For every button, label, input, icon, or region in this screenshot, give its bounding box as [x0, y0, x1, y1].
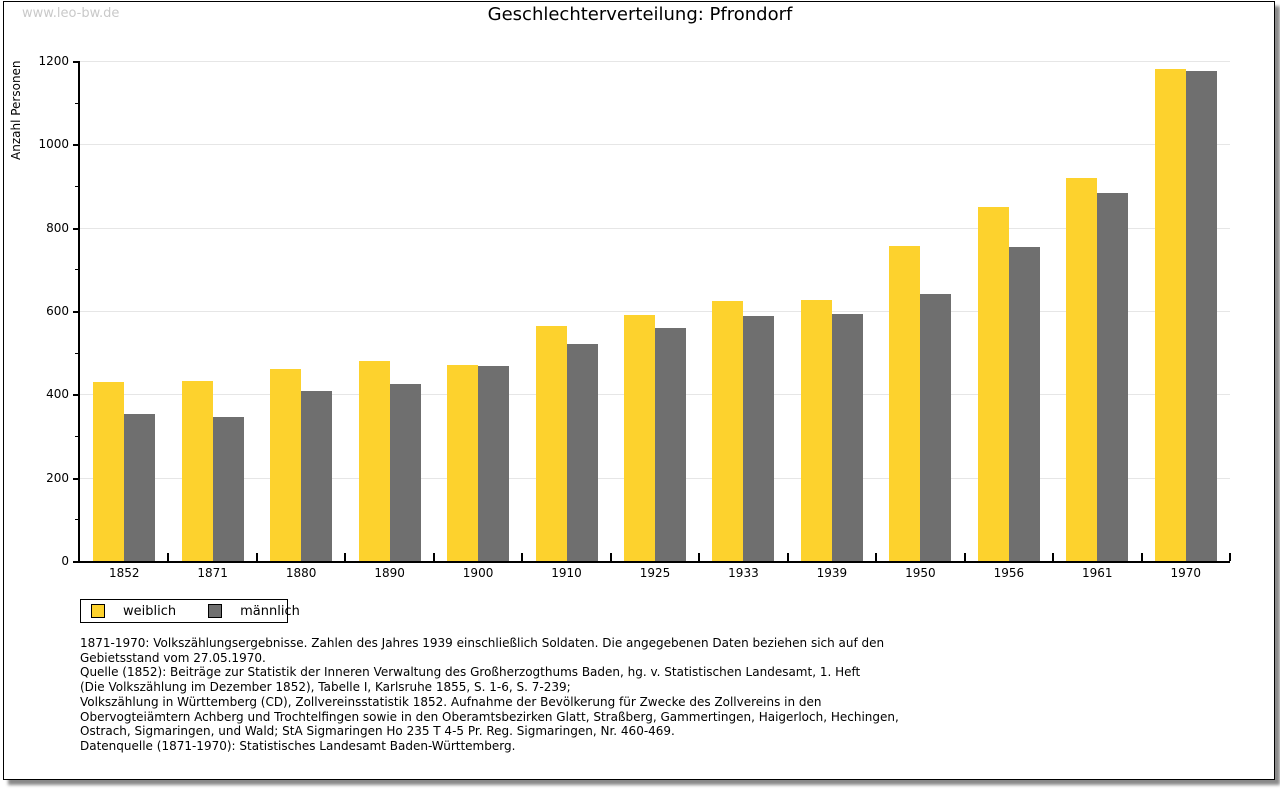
datasource-line: Datenquelle (1871-1970): Statistisches L…	[80, 739, 516, 753]
footnote-line-3: Quelle (1852): Beiträge zur Statistik de…	[80, 665, 861, 680]
x-tick-label: 1961	[1082, 566, 1113, 580]
bar-weiblich-1950	[889, 246, 921, 561]
y-tick-label: 200	[46, 470, 69, 485]
y-tick-label: 800	[46, 220, 69, 235]
footnote-line-5: Volkszählung in Württemberg (CD), Zollve…	[80, 694, 822, 709]
footnote-line-4: (Die Volkszählung im Dezember 1852), Tab…	[80, 680, 571, 695]
bar-männlich-1880	[301, 391, 333, 561]
gridline-1000	[80, 144, 1230, 146]
footnote-line-2: Gebietsstand vom 27.05.1970.	[80, 650, 266, 665]
bar-weiblich-1939	[800, 299, 832, 561]
x-tick-label: 1970	[1170, 566, 1202, 580]
gridline-800	[80, 227, 1230, 229]
bar-männlich-1871	[212, 416, 244, 561]
x-tick-label: 1925	[639, 566, 671, 580]
x-tick-label: 1933	[728, 566, 759, 580]
y-minor-tick	[75, 102, 80, 104]
bar-weiblich-1956	[977, 206, 1009, 561]
y-major-tick	[73, 227, 80, 230]
bar-männlich-1956	[1008, 247, 1040, 561]
legend-label: männlich	[240, 603, 300, 619]
bar-männlich-1939	[831, 314, 863, 561]
x-tick-label: 1900	[462, 566, 494, 580]
footnote-line-7: Ostrach, Sigmaringen, und Wald; StA Sigm…	[80, 724, 675, 739]
x-boundary-tick	[1229, 553, 1231, 561]
legend-item-männlich: männlich	[208, 604, 322, 619]
legend-label: weiblich	[123, 603, 177, 619]
bar-männlich-1852	[124, 413, 156, 561]
y-major-tick	[73, 477, 80, 480]
y-minor-tick	[75, 436, 80, 437]
footnote-line-6: Obervogteiämtern Achberg und Trochtelfin…	[80, 709, 899, 724]
bar-weiblich-1961	[1066, 177, 1098, 561]
x-tick-label: 1950	[905, 566, 936, 580]
x-boundary-tick	[875, 553, 878, 561]
legend-item-weiblich: weiblich	[91, 604, 198, 619]
y-tick-label: 1000	[38, 137, 69, 152]
y-axis-title: Anzahl Personen	[9, 60, 23, 160]
legend-swatch-weiblich	[91, 604, 105, 618]
y-minor-tick	[75, 269, 80, 271]
y-tick-label: 600	[46, 304, 69, 318]
bar-männlich-1961	[1097, 193, 1129, 561]
gridline-600	[80, 311, 1230, 312]
x-tick-label: 1890	[374, 566, 405, 580]
bar-weiblich-1933	[712, 301, 744, 561]
x-boundary-tick	[698, 553, 701, 561]
y-axis-line	[78, 61, 80, 561]
y-tick-label: 0	[61, 554, 69, 568]
x-boundary-tick	[167, 553, 170, 561]
y-major-tick	[73, 144, 80, 147]
bar-männlich-1925	[655, 327, 686, 561]
site-watermark: www.leo-bw.de	[22, 6, 120, 21]
bar-männlich-1950	[920, 294, 952, 561]
x-boundary-tick	[786, 553, 789, 561]
y-minor-tick	[75, 352, 80, 354]
x-boundary-tick	[1140, 553, 1143, 561]
x-tick-label: 1939	[816, 566, 848, 580]
x-tick-label: 1871	[197, 566, 228, 580]
y-tick-label: 1200	[38, 54, 69, 68]
x-tick-label: 1910	[551, 566, 582, 580]
bar-weiblich-1900	[447, 365, 479, 561]
y-major-tick	[73, 311, 80, 313]
gridline-1200	[80, 61, 1230, 62]
chart-title: Geschlechterverteilung: Pfrondorf	[487, 4, 793, 25]
chart-legend: weiblich männlich	[80, 599, 300, 623]
bar-männlich-1910	[566, 344, 598, 561]
x-boundary-tick	[344, 553, 347, 561]
x-tick-label: 1852	[108, 566, 140, 580]
y-tick-label: 400	[46, 387, 69, 402]
bar-weiblich-1852	[93, 381, 125, 561]
y-major-tick	[73, 394, 80, 397]
x-tick-label: 1880	[285, 566, 317, 580]
bar-weiblich-1890	[358, 361, 390, 561]
x-boundary-tick	[432, 553, 435, 561]
bar-weiblich-1910	[535, 325, 567, 561]
source-footnotes: 1871-1970: Volkszählungsergebnisse. Zahl…	[80, 636, 1220, 739]
bar-männlich-1890	[389, 383, 421, 561]
bar-männlich-1933	[743, 315, 775, 561]
x-tick-label: 1956	[993, 566, 1025, 580]
x-boundary-tick	[255, 553, 258, 561]
x-boundary-tick	[521, 553, 524, 561]
bar-weiblich-1925	[624, 315, 655, 561]
legend-swatch-männlich	[208, 604, 223, 618]
bar-weiblich-1871	[181, 381, 213, 561]
y-major-tick	[73, 61, 80, 63]
y-major-tick	[73, 561, 80, 563]
x-axis-line	[78, 561, 1230, 563]
y-minor-tick	[75, 519, 80, 521]
bar-weiblich-1880	[270, 369, 302, 561]
bar-weiblich-1970	[1154, 69, 1186, 561]
y-minor-tick	[75, 186, 80, 187]
bar-männlich-1900	[478, 366, 510, 561]
x-boundary-tick	[609, 553, 612, 561]
bar-männlich-1970	[1185, 71, 1217, 561]
x-boundary-tick	[1052, 553, 1055, 561]
footnote-line-1: 1871-1970: Volkszählungsergebnisse. Zahl…	[80, 636, 885, 650]
x-boundary-tick	[963, 553, 966, 561]
